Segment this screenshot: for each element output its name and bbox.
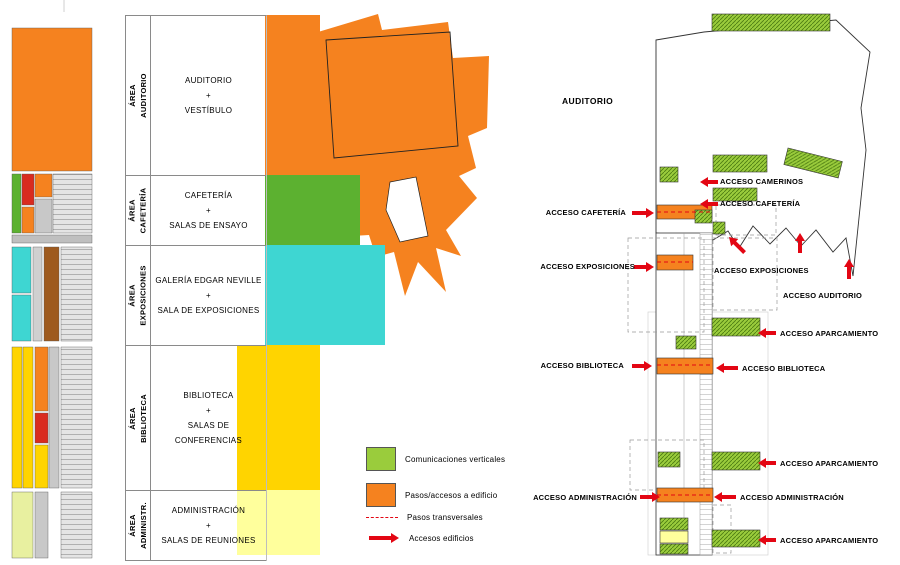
access-label-administracion-right: ACCESO ADMINISTRACIÓN bbox=[740, 493, 844, 502]
legend-swatch-orange bbox=[366, 483, 396, 507]
transversal-passages bbox=[657, 211, 713, 496]
program-row-auditorio: ÁREA AUDITORIO AUDITORIO + VESTÍBULO bbox=[126, 16, 266, 176]
access-label-aparcamiento-1: ACCESO APARCAMIENTO bbox=[780, 329, 879, 338]
program-table: ÁREA AUDITORIO AUDITORIO + VESTÍBULO ÁRE… bbox=[125, 15, 267, 561]
arrow-exposiciones-diagonal bbox=[729, 237, 746, 254]
program-row-biblioteca: ÁREA BIBLIOTECA BIBLIOTECA + SALAS DE CO… bbox=[126, 346, 266, 491]
arrow-exposiciones-up bbox=[795, 233, 805, 253]
arrow-biblioteca-right bbox=[716, 363, 738, 373]
legend-label: Pasos/accesos a edificio bbox=[405, 490, 498, 500]
plan-area-label-auditorio: AUDITORIO bbox=[562, 96, 614, 106]
arrow-administracion-right bbox=[714, 492, 736, 502]
pale-block-bottom bbox=[659, 530, 689, 544]
area-label-text: ÁREA ADMINISTR. bbox=[127, 502, 148, 549]
program-label-exposiciones: GALERÍA EDGAR NEVILLE + SALA DE EXPOSICI… bbox=[155, 275, 262, 316]
footprint-orange-shape bbox=[318, 14, 489, 296]
area-label-exposiciones: ÁREA EXPOSICIONES bbox=[126, 246, 151, 345]
block-cafeteria bbox=[265, 175, 360, 245]
arrow-exposiciones-left bbox=[634, 262, 654, 272]
access-label-cafeteria-right: ACCESO CAFETERÍA bbox=[720, 199, 801, 208]
program-row-exposiciones: ÁREA EXPOSICIONES GALERÍA EDGAR NEVILLE … bbox=[126, 246, 266, 346]
area-label-text: ÁREA AUDITORIO bbox=[127, 73, 148, 118]
access-label-aparcamiento-2: ACCESO APARCAMIENTO bbox=[780, 459, 879, 468]
mid-plan-footprint bbox=[318, 14, 489, 296]
area-label-text: ÁREA EXPOSICIONES bbox=[127, 265, 148, 326]
access-label-exposiciones-left: ACCESO EXPOSICIONES bbox=[540, 262, 635, 271]
right-plan bbox=[627, 13, 871, 556]
block-biblioteca bbox=[237, 345, 320, 490]
legend-label: Pasos transversales bbox=[407, 513, 483, 522]
access-label-auditorio: ACCESO AUDITORIO bbox=[783, 291, 863, 300]
access-arrows bbox=[632, 177, 854, 545]
area-label-auditorio: ÁREA AUDITORIO bbox=[126, 16, 151, 175]
area-label-text: ÁREA BIBLIOTECA bbox=[127, 393, 148, 443]
arrow-camerinos bbox=[700, 177, 718, 187]
block-administracion bbox=[237, 490, 320, 555]
program-label-biblioteca: BIBLIOTECA + SALAS DE CONFERENCIAS bbox=[174, 390, 243, 446]
minimap bbox=[11, 0, 93, 559]
access-label-camerinos: ACCESO CAMERINOS bbox=[720, 177, 804, 186]
access-label-exposiciones-right: ACCESO EXPOSICIONES bbox=[714, 266, 809, 275]
vertical-communication-blocks bbox=[657, 13, 843, 555]
access-label-cafeteria-left: ACCESO CAFETERÍA bbox=[545, 208, 626, 217]
footprint-void bbox=[385, 176, 429, 243]
legend-item-accesos: Accesos edificios bbox=[366, 532, 474, 544]
legend-item-comunicaciones: Comunicaciones verticales bbox=[366, 447, 505, 471]
legend-arrow-icon bbox=[369, 533, 399, 543]
program-label-cafeteria: CAFETERÍA + SALAS DE ENSAYO bbox=[169, 190, 248, 231]
arrow-aparcamiento-2 bbox=[758, 458, 776, 468]
legend-item-pasos: Pasos/accesos a edificio bbox=[366, 483, 497, 507]
arrow-auditorio bbox=[844, 259, 854, 279]
block-auditorio bbox=[265, 15, 320, 175]
program-row-administracion: ÁREA ADMINISTR. ADMINISTRACIÓN + SALAS D… bbox=[126, 491, 266, 561]
arrow-aparcamiento-3 bbox=[758, 535, 776, 545]
legend-swatch-green bbox=[366, 447, 396, 471]
access-label-aparcamiento-3: ACCESO APARCAMIENTO bbox=[780, 536, 879, 545]
stair-column bbox=[699, 232, 713, 556]
area-label-administracion: ÁREA ADMINISTR. bbox=[126, 491, 151, 560]
program-label-administracion: ADMINISTRACIÓN + SALAS DE REUNIONES bbox=[161, 505, 256, 546]
arrow-aparcamiento-1 bbox=[758, 328, 776, 338]
arrow-cafeteria-left bbox=[632, 208, 654, 218]
area-label-text: ÁREA CAFETERÍA bbox=[127, 187, 148, 234]
legend-label: Comunicaciones verticales bbox=[405, 454, 506, 464]
arrow-biblioteca-left bbox=[632, 361, 652, 371]
access-label-administracion-left: ACCESO ADMINISTRACIÓN bbox=[533, 493, 637, 502]
legend-label: Accesos edificios bbox=[409, 533, 474, 543]
auditorium-outline-mid bbox=[325, 31, 459, 159]
area-label-biblioteca: ÁREA BIBLIOTECA bbox=[126, 346, 151, 490]
area-label-cafeteria: ÁREA CAFETERÍA bbox=[126, 176, 151, 245]
block-exposiciones bbox=[265, 245, 385, 345]
legend-dashed-line-icon bbox=[366, 517, 398, 518]
access-label-biblioteca-left: ACCESO BIBLIOTECA bbox=[540, 361, 624, 370]
arrow-administracion-left bbox=[640, 492, 660, 502]
program-row-cafeteria: ÁREA CAFETERÍA CAFETERÍA + SALAS DE ENSA… bbox=[126, 176, 266, 246]
arrow-cafeteria-right bbox=[700, 199, 718, 209]
program-label-auditorio: AUDITORIO + VESTÍBULO bbox=[184, 75, 233, 116]
access-label-biblioteca-right: ACCESO BIBLIOTECA bbox=[742, 364, 826, 373]
legend-item-transversales: Pasos transversales bbox=[366, 513, 483, 522]
